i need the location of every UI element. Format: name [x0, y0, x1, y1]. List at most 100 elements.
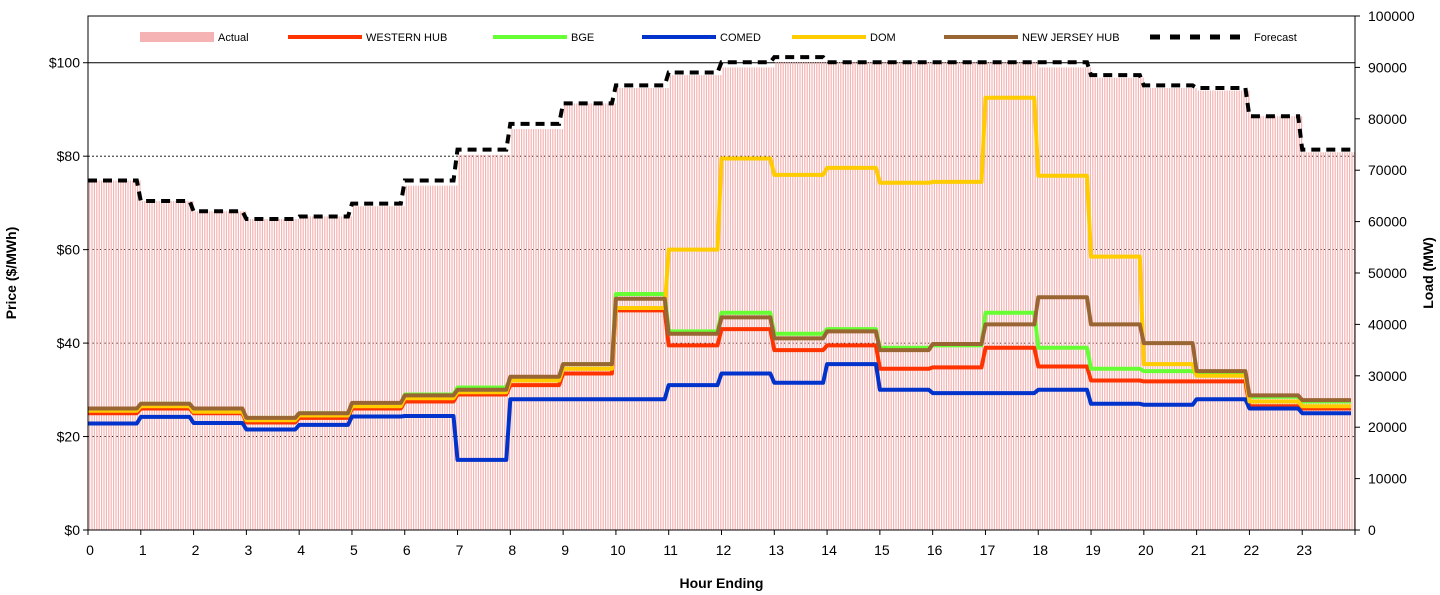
actual-load-bar — [329, 216, 331, 530]
actual-load-bar — [129, 180, 131, 531]
actual-load-bar — [540, 129, 542, 530]
actual-load-bar — [223, 211, 225, 530]
actual-load-bar — [816, 62, 818, 530]
actual-load-bar — [1320, 152, 1322, 530]
actual-load-bar — [338, 216, 340, 530]
actual-load-bar — [1104, 77, 1106, 531]
actual-load-bar — [528, 129, 530, 530]
actual-load-bar — [247, 219, 249, 530]
actual-load-bar — [504, 154, 506, 530]
actual-load-bar — [245, 211, 247, 530]
actual-load-bar — [852, 62, 854, 530]
actual-load-bar — [573, 103, 575, 530]
actual-load-bar — [1101, 77, 1103, 531]
actual-load-bar — [413, 185, 415, 530]
actual-load-bar — [379, 206, 381, 530]
actual-load-bar — [101, 180, 103, 531]
actual-load-bar — [391, 206, 393, 530]
actual-load-bar — [439, 185, 441, 530]
actual-load-bar — [201, 211, 203, 530]
actual-load-bar — [173, 201, 175, 531]
actual-load-bar — [266, 219, 268, 530]
actual-load-bar — [878, 62, 880, 530]
actual-load-bar — [727, 67, 729, 531]
x-tick-label: 2 — [192, 542, 200, 558]
actual-load-bar — [1308, 152, 1310, 530]
actual-load-bar — [837, 62, 839, 530]
x-tick-label: 4 — [297, 542, 305, 558]
actual-load-bar — [257, 219, 259, 530]
actual-load-bar — [1164, 87, 1166, 531]
actual-load-bar — [1157, 87, 1159, 531]
actual-load-bar — [355, 206, 357, 530]
actual-load-bar — [583, 103, 585, 530]
left-axis-ticks: $0 $20 $40 $60 $80 $100 — [49, 55, 88, 538]
actual-load-bar — [254, 219, 256, 530]
actual-load-bar — [1296, 116, 1298, 530]
x-tick-label: 23 — [1296, 542, 1312, 558]
actual-load-bar — [1003, 62, 1005, 530]
x-tick-label: 13 — [769, 542, 785, 558]
actual-load-bar — [209, 211, 211, 530]
legend-dom-label: DOM — [870, 32, 896, 44]
actual-load-bar — [98, 180, 100, 531]
actual-load-bar — [367, 206, 369, 530]
actual-load-bar — [905, 62, 907, 530]
actual-load-bar — [369, 206, 371, 530]
actual-load-bar — [597, 103, 599, 530]
actual-load-bar — [1195, 87, 1197, 531]
actual-load-bar — [931, 62, 933, 530]
actual-load-bar — [302, 216, 304, 530]
actual-load-bar — [830, 62, 832, 530]
actual-load-bar — [1159, 87, 1161, 531]
actual-load-bar — [525, 129, 527, 530]
actual-load-bar — [523, 129, 525, 530]
actual-load-bar — [477, 154, 479, 530]
actual-load-bar — [317, 216, 319, 530]
legend-forecast-label: Forecast — [1254, 32, 1297, 44]
legend-bge-label: BGE — [571, 32, 594, 44]
actual-load-bar — [1238, 90, 1240, 530]
actual-load-bar — [825, 62, 827, 530]
actual-load-bar — [357, 206, 359, 530]
actual-load-bar — [948, 62, 950, 530]
actual-load-bar — [693, 75, 695, 531]
actual-load-bar — [1010, 62, 1012, 530]
actual-load-bar — [259, 219, 261, 530]
actual-load-bar — [417, 185, 419, 530]
actual-load-bar — [823, 62, 825, 530]
actual-load-bar — [1344, 152, 1346, 530]
actual-load-bar — [576, 103, 578, 530]
actual-load-bar — [813, 62, 815, 530]
actual-load-bar — [681, 75, 683, 531]
left-tick-label: $60 — [57, 242, 81, 258]
actual-load-bar — [751, 67, 753, 531]
actual-load-bar — [429, 185, 431, 530]
actual-load-bar — [146, 201, 148, 531]
actual-load-bar — [979, 62, 981, 530]
actual-load-bar — [91, 180, 93, 531]
actual-load-bar — [794, 62, 796, 530]
actual-load-bar — [729, 67, 731, 531]
actual-load-bar — [365, 206, 367, 530]
actual-load-bar — [384, 206, 386, 530]
actual-load-bar — [269, 219, 271, 530]
actual-load-bar — [446, 185, 448, 530]
actual-load-bar — [607, 103, 609, 530]
actual-load-bar — [415, 185, 417, 530]
actual-load-bar — [561, 129, 563, 530]
actual-load-bar — [876, 62, 878, 530]
actual-load-bar — [1154, 87, 1156, 531]
actual-load-bar — [1161, 87, 1163, 531]
actual-load-bar — [393, 206, 395, 530]
actual-load-bar — [696, 75, 698, 531]
series-line-comed — [88, 362, 1351, 462]
actual-load-bar — [1015, 62, 1017, 530]
actual-load-bar — [432, 185, 434, 530]
actual-load-bar — [533, 129, 535, 530]
actual-load-bar — [885, 62, 887, 530]
actual-load-bar — [977, 62, 979, 530]
actual-load-bar — [1197, 90, 1199, 530]
actual-load-bar — [1262, 116, 1264, 530]
